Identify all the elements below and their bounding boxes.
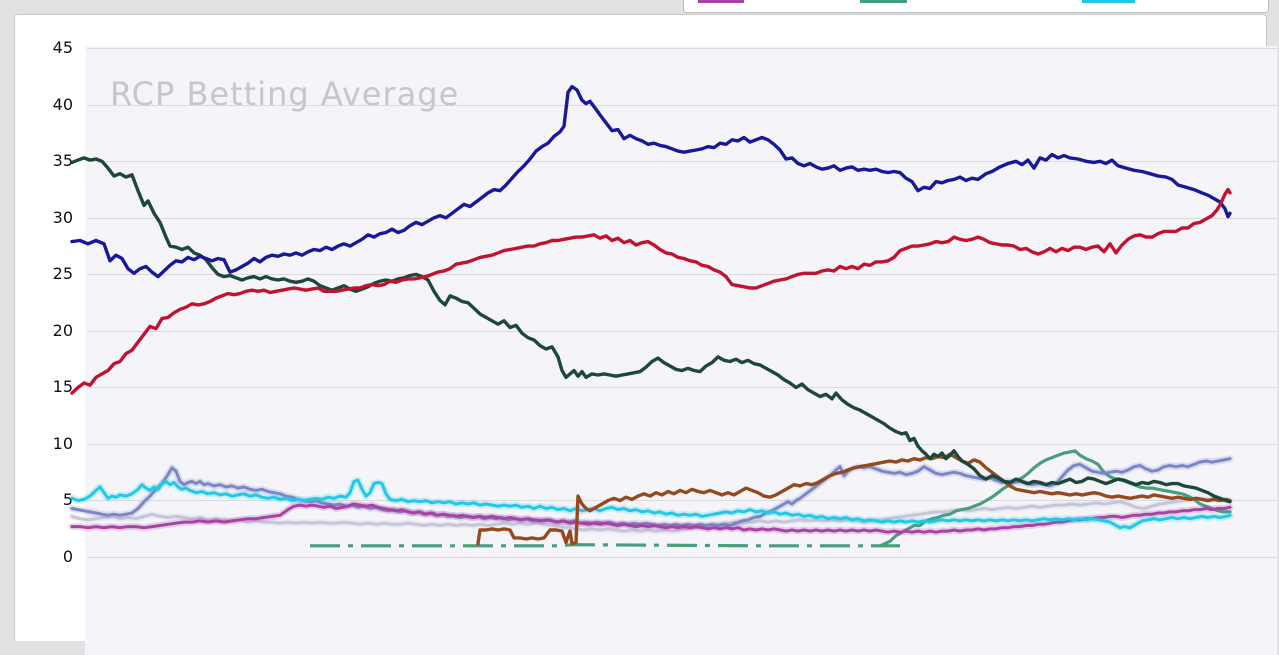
y-axis-label: 0 bbox=[62, 547, 73, 566]
gridline bbox=[87, 330, 1277, 332]
gridline bbox=[87, 387, 1277, 389]
legend bbox=[683, 0, 1269, 13]
page: { "legend": { "note": "legend strip crop… bbox=[14, 0, 1277, 655]
plot-area bbox=[85, 46, 1277, 655]
gridline bbox=[87, 274, 1277, 276]
y-axis-label: 5 bbox=[62, 490, 73, 510]
gridline bbox=[87, 161, 1277, 163]
y-axis-label: 15 bbox=[52, 377, 73, 397]
gridline bbox=[87, 443, 1277, 445]
y-axis-label: 10 bbox=[52, 433, 73, 453]
gridline bbox=[87, 500, 1277, 502]
y-axis-label: 20 bbox=[52, 320, 73, 340]
cyan-series-swatch[interactable] bbox=[1082, 0, 1135, 3]
magenta-series-swatch[interactable] bbox=[698, 0, 744, 3]
y-axis-label: 30 bbox=[52, 207, 73, 227]
gridline bbox=[87, 217, 1277, 219]
y-axis-label: 45 bbox=[52, 38, 73, 58]
gridline bbox=[87, 557, 1277, 558]
green-series-swatch[interactable] bbox=[860, 0, 907, 3]
chart-card: 45 40 35 30 25 20 15 10 5 0 RCP Betting Average bbox=[14, 14, 1277, 655]
y-axis: 45 40 35 30 25 20 15 10 5 0 bbox=[15, 15, 79, 655]
y-axis-label: 25 bbox=[52, 264, 73, 284]
chart-title-watermark: RCP Betting Average bbox=[110, 75, 460, 113]
y-axis-label: 35 bbox=[52, 151, 73, 171]
y-axis-label: 40 bbox=[52, 94, 73, 114]
gridline bbox=[87, 48, 1277, 50]
